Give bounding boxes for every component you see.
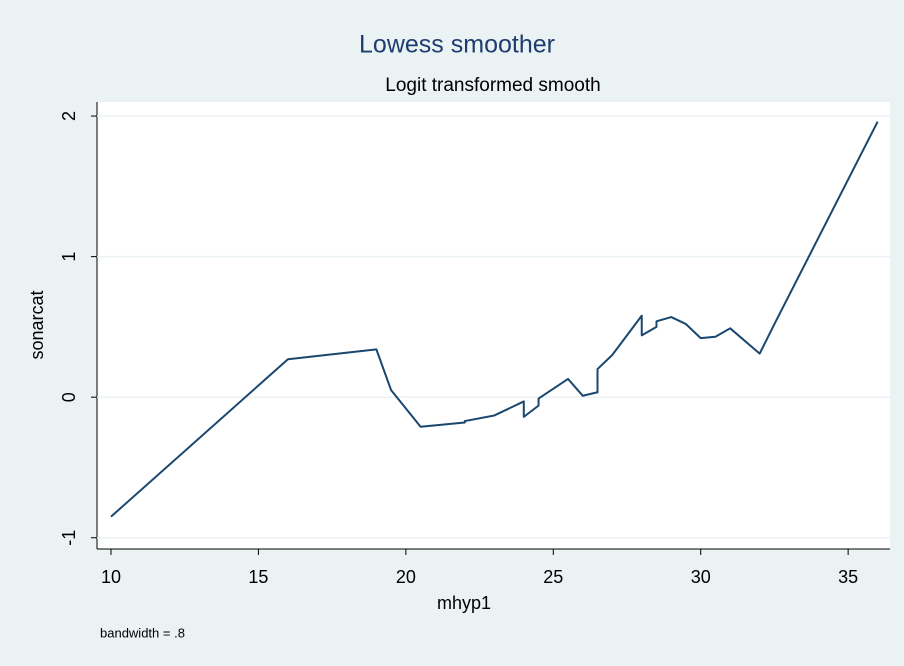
note: bandwidth = .8 (100, 625, 185, 640)
chart-subtitle: Logit transformed smooth (385, 75, 600, 96)
x-tick-label: 25 (543, 567, 563, 587)
y-axis-title: sonarcat (27, 290, 47, 359)
x-tick-label: 35 (838, 567, 858, 587)
x-tick-label: 30 (691, 567, 711, 587)
x-tick-label: 15 (248, 567, 268, 587)
chart-title: Lowess smoother (359, 31, 555, 59)
y-tick-label: 0 (59, 392, 79, 402)
y-tick-label: -1 (59, 530, 79, 546)
plot-area (97, 102, 890, 549)
data-line (110, 121, 879, 518)
x-axis-title: mhyp1 (437, 593, 491, 613)
y-tick-label: 1 (59, 252, 79, 262)
x-tick-label: 20 (396, 567, 416, 587)
y-tick-label: 2 (59, 111, 79, 121)
x-tick-label: 10 (101, 567, 121, 587)
